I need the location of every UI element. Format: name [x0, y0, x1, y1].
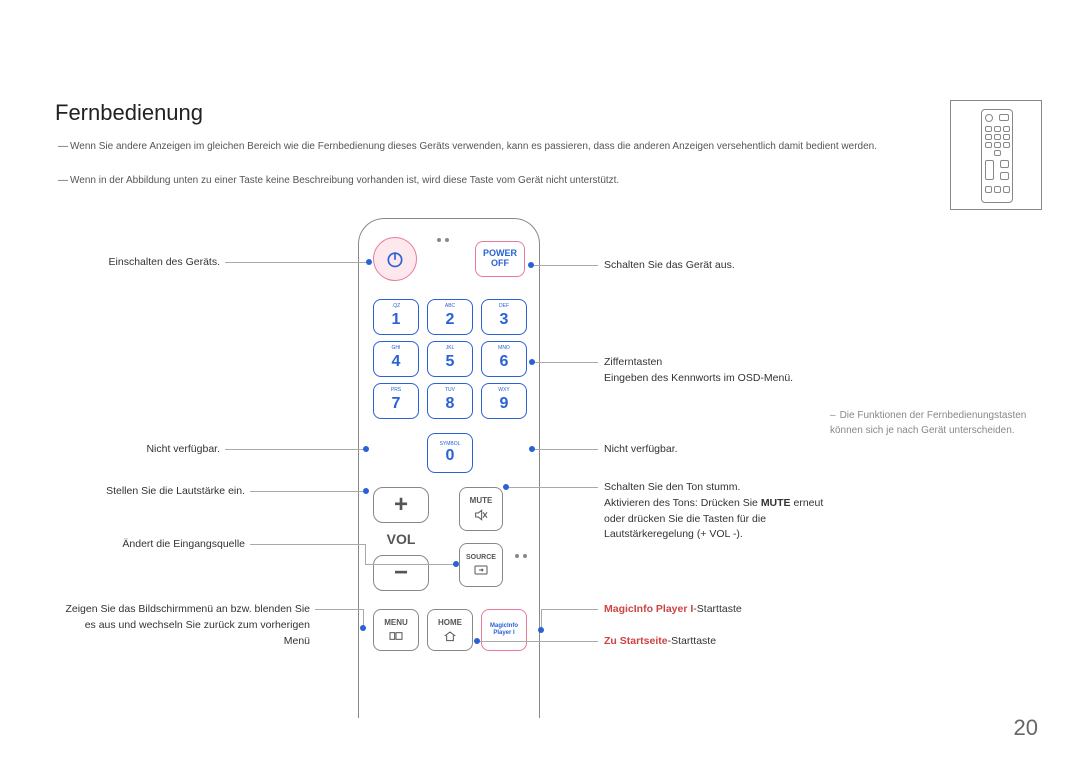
label-source: Ändert die Eingangsquelle [60, 537, 245, 553]
source-icon [473, 563, 489, 577]
power-on-button [373, 237, 417, 281]
volume-group: + VOL − [373, 487, 429, 603]
key-1: .QZ1 [373, 299, 419, 335]
menu-icon [388, 629, 404, 643]
label-mute: Schalten Sie den Ton stumm. Aktivieren d… [604, 480, 844, 543]
key-8: TUV8 [427, 383, 473, 419]
page-number: 20 [1014, 715, 1038, 741]
home-icon [442, 629, 458, 643]
remote-diagram: POWER OFF .QZ1 ABC2 DEF3 GHI4 JKL5 MNO6 … [358, 218, 540, 718]
volume-down-button: − [373, 555, 429, 591]
label-volume: Stellen Sie die Lautstärke ein. [60, 484, 245, 500]
note-2: ―Wenn in der Abbildung unten zu einer Ta… [70, 174, 950, 188]
volume-up-button: + [373, 487, 429, 523]
home-button: HOME [427, 609, 473, 651]
label-power-on: Einschalten des Geräts. [60, 255, 220, 271]
source-button: SOURCE [459, 543, 503, 587]
label-power-off: Schalten Sie das Gerät aus. [604, 258, 735, 274]
label-numpad: Zifferntasten Eingeben des Kennworts im … [604, 355, 864, 387]
key-5: JKL5 [427, 341, 473, 377]
key-4: GHI4 [373, 341, 419, 377]
label-na-left: Nicht verfügbar. [60, 442, 220, 458]
mute-button: MUTE [459, 487, 503, 531]
power-off-button: POWER OFF [475, 241, 525, 277]
label-home: Zu Startseite-Starttaste [604, 634, 716, 650]
key-0: SYMBOL 0 [427, 433, 473, 473]
key-9: WXY9 [481, 383, 527, 419]
page-title: Fernbedienung [55, 100, 203, 126]
key-2: ABC2 [427, 299, 473, 335]
bottom-row: MENU HOME MagicInfo Player I [373, 609, 527, 651]
menu-button: MENU [373, 609, 419, 651]
key-6: MNO6 [481, 341, 527, 377]
magicinfo-button: MagicInfo Player I [481, 609, 527, 651]
key-3: DEF3 [481, 299, 527, 335]
number-pad: .QZ1 ABC2 DEF3 GHI4 JKL5 MNO6 PRS7 TUV8 … [373, 299, 527, 425]
ir-led-icon [437, 229, 453, 247]
key-7: PRS7 [373, 383, 419, 419]
remote-thumbnail [950, 100, 1042, 210]
mute-icon [473, 507, 489, 523]
power-icon [385, 249, 405, 269]
volume-label: VOL [373, 531, 429, 547]
label-magicinfo: MagicInfo Player I-Starttaste [604, 602, 742, 618]
note-1: ―Wenn Sie andere Anzeigen im gleichen Be… [70, 140, 950, 154]
side-note: –Die Funktionen der Fernbedienungstasten… [830, 408, 1030, 438]
label-menu: Zeigen Sie das Bildschirmmenü an bzw. bl… [60, 602, 310, 649]
label-na-right: Nicht verfügbar. [604, 442, 678, 458]
manual-page: Fernbedienung ―Wenn Sie andere Anzeigen … [0, 0, 1080, 763]
